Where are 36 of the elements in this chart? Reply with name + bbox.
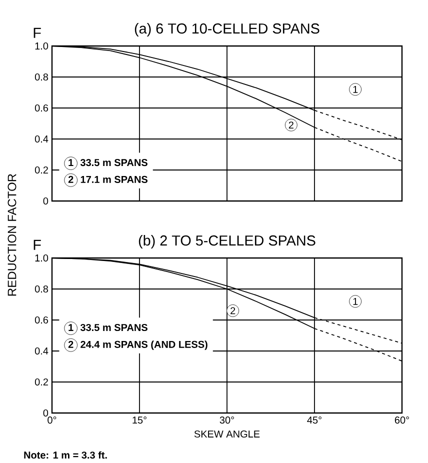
- x-tick-label: 15°: [132, 416, 146, 424]
- y-tick-label: 0.6: [34, 104, 48, 112]
- y-tick-label: 0.4: [34, 347, 48, 355]
- annotation: 1: [353, 298, 358, 305]
- y-tick-label: 1.0: [35, 42, 48, 50]
- x-tick-label: 45°: [307, 416, 322, 424]
- y-tick-label: 0.8: [34, 285, 48, 293]
- y-tick-label: 0.2: [34, 378, 48, 386]
- x-tick-label: 0°: [48, 416, 56, 424]
- y-axis-title: F: [34, 28, 41, 38]
- x-axis-title: SKEW ANGLE: [194, 430, 260, 438]
- y-tick-label: 0.8: [34, 73, 48, 81]
- y-tick-label: 0.6: [34, 316, 48, 324]
- x-tick-label: 60°: [394, 416, 409, 424]
- y-tick-label: 0.4: [34, 135, 48, 143]
- text: 2: [68, 176, 74, 183]
- legend-label: 33.5 m SPANS: [80, 159, 148, 166]
- y-tick-label: 0: [43, 197, 48, 205]
- text: Note: 1 m = 3.3 ft.: [24, 451, 107, 459]
- text: REDUCTION FACTOR: [8, 174, 16, 296]
- legend-label: 24.4 m SPANS (AND LESS): [80, 340, 208, 350]
- chart-title: (b) 2 TO 5-CELLED SPANS: [138, 235, 316, 248]
- legend-label: 33.5 m SPANS: [80, 324, 148, 332]
- annotation: 1: [353, 86, 358, 93]
- text: 2: [68, 340, 74, 348]
- legend-label: 17.1 m SPANS: [80, 176, 148, 183]
- y-tick-label: 0: [43, 409, 48, 417]
- chart-title: (a) 6 TO 10-CELLED SPANS: [134, 23, 320, 36]
- annotation: 2: [288, 122, 294, 129]
- text: 1: [68, 324, 74, 331]
- y-axis-title: F: [34, 240, 41, 250]
- annotation: 2: [230, 307, 236, 314]
- y-tick-label: 1.0: [35, 254, 48, 262]
- y-tick-label: 0.2: [34, 166, 48, 174]
- text: 1: [68, 159, 74, 166]
- x-tick-label: 30°: [220, 416, 234, 424]
